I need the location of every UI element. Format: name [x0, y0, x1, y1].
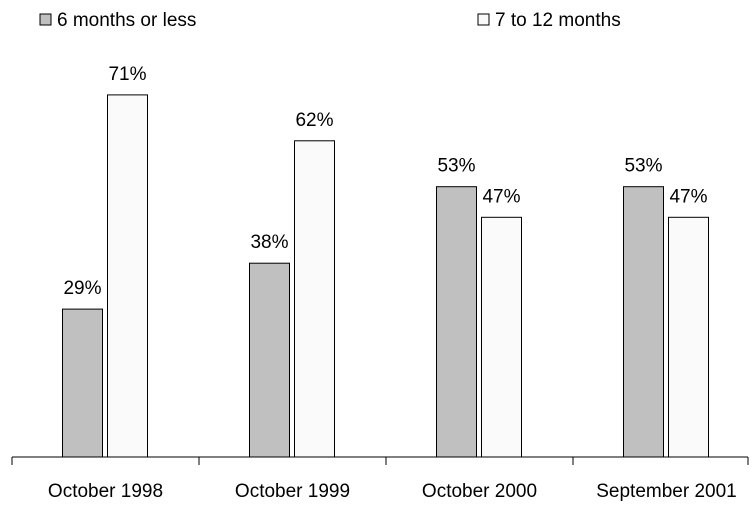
x-tick-label: October 1998: [48, 481, 163, 502]
x-tick-label: October 2000: [422, 481, 537, 502]
value-label: 38%: [250, 232, 288, 253]
x-tick-label: October 1999: [235, 481, 350, 502]
bar: [623, 186, 664, 458]
bar: [436, 186, 477, 458]
bar: [62, 308, 103, 458]
value-label: 62%: [295, 110, 333, 131]
bar: [481, 216, 522, 458]
bar: [668, 216, 709, 458]
value-label: 71%: [108, 64, 146, 85]
bar: [107, 94, 148, 458]
bar: [294, 140, 335, 458]
value-label: 53%: [437, 156, 475, 177]
legend-swatch: [39, 13, 52, 26]
x-tick-label: September 2001: [596, 481, 737, 502]
value-label: 53%: [624, 156, 662, 177]
value-label: 47%: [482, 186, 520, 207]
value-label: 29%: [63, 278, 101, 299]
legend-label: 6 months or less: [57, 10, 196, 31]
legend-swatch: [477, 13, 490, 26]
value-label: 47%: [669, 186, 707, 207]
bar: [249, 262, 290, 458]
legend-label: 7 to 12 months: [495, 10, 621, 31]
